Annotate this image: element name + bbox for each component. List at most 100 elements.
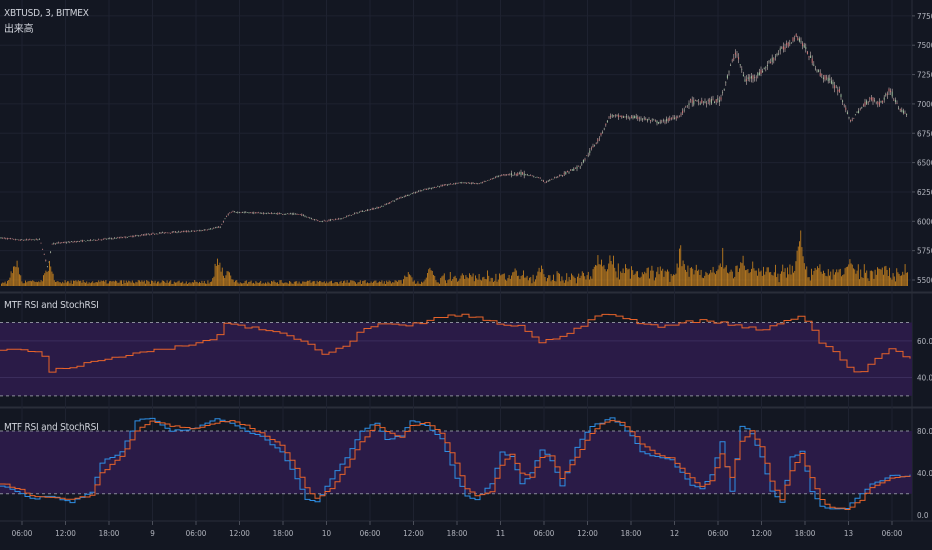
volume-bar	[70, 280, 72, 286]
volume-bar	[614, 267, 616, 286]
candle-body	[152, 233, 154, 234]
candle-body	[694, 99, 696, 101]
volume-bar	[640, 276, 642, 286]
volume-bar	[797, 246, 799, 286]
volume-bar	[183, 283, 185, 286]
price-axis[interactable]: 7750.0 7500.0 7250.0 7000.0 6750.0 6500.0 6250…	[912, 12, 932, 520]
volume-bar	[43, 275, 44, 286]
volume-bar	[517, 275, 518, 286]
candle-body	[642, 119, 644, 120]
candle-body	[443, 184, 445, 186]
rsi-pane-title[interactable]: MTF RSI and StochRSI	[4, 300, 99, 311]
volume-bar	[181, 282, 182, 286]
candle-body	[648, 119, 650, 120]
candle-body	[382, 206, 384, 207]
candle-body	[171, 231, 173, 233]
volume-bar	[505, 279, 506, 286]
candle-body	[491, 178, 493, 180]
candle-body	[451, 184, 453, 185]
volume-bar	[772, 275, 774, 286]
candle-body	[898, 107, 900, 109]
volume-bar	[343, 281, 344, 286]
volume-bar	[17, 267, 19, 286]
candle-body	[557, 176, 559, 178]
volume-bar	[303, 281, 305, 286]
volume-bar	[374, 280, 376, 286]
volume-bar	[419, 283, 421, 286]
candle-body	[594, 145, 596, 146]
price-pane[interactable]	[0, 33, 908, 268]
stoch-pane[interactable]	[0, 417, 912, 510]
candle-body	[190, 230, 192, 232]
volume-bar	[123, 280, 125, 286]
candle-body	[606, 120, 608, 123]
volume-bar	[142, 281, 144, 286]
candle-body	[138, 235, 140, 237]
candle-body	[154, 234, 156, 235]
volume-bar	[685, 269, 686, 286]
volume-bar	[649, 278, 650, 286]
candle-body	[358, 212, 360, 213]
time-tick-label: 11	[496, 529, 505, 538]
candle-body	[490, 178, 492, 180]
volume-bar	[577, 276, 578, 286]
volume-bar	[689, 268, 691, 286]
volume-bar	[859, 279, 860, 286]
volume-bar	[483, 276, 485, 286]
volume-bar	[223, 275, 224, 286]
volume-bar	[79, 281, 80, 286]
candle-body	[480, 182, 482, 184]
volume-bar	[171, 283, 173, 286]
symbol-title[interactable]: XBTUSD, 3, BITMEX	[4, 8, 89, 19]
candle-body	[310, 218, 312, 219]
candle-body	[381, 206, 383, 207]
volume-bar	[575, 283, 577, 286]
candle-body	[318, 221, 320, 222]
volume-bar	[380, 281, 382, 286]
candle-body	[626, 116, 628, 118]
stoch-pane-title[interactable]: MTF RSI and StochRSI	[4, 422, 99, 433]
candle-body	[317, 220, 319, 221]
volume-bar	[21, 281, 23, 286]
rsi-pane[interactable]	[0, 313, 912, 397]
volume-bar	[92, 281, 94, 286]
candle-body	[355, 212, 357, 214]
volume-bar	[872, 271, 874, 286]
candle-body	[197, 230, 199, 232]
candle-body	[349, 215, 351, 216]
candle-body	[854, 114, 856, 116]
candle-body	[429, 188, 431, 189]
volume-bar	[650, 270, 652, 286]
volume-bar	[850, 263, 852, 286]
volume-bar	[554, 280, 556, 286]
volume-bar	[311, 281, 313, 286]
volume-bar	[254, 283, 256, 286]
candle-body	[400, 197, 402, 198]
volume-bar	[907, 272, 908, 286]
candle-body	[6, 238, 8, 240]
volume-bar	[241, 283, 242, 286]
candle-body	[139, 235, 141, 237]
candle-body	[806, 51, 808, 54]
candle-body	[731, 60, 733, 62]
candle-body	[339, 218, 341, 220]
candle-body	[130, 235, 132, 237]
candle-body	[184, 231, 186, 232]
candle-body	[760, 70, 762, 74]
candle-body	[240, 212, 242, 214]
volume-bar	[447, 280, 449, 286]
candle-body	[370, 209, 372, 210]
volume-bar	[740, 262, 742, 286]
candle-body	[232, 211, 234, 213]
volume-bar	[881, 267, 883, 286]
volume-bar	[185, 281, 187, 286]
time-axis[interactable]: 06:00 12:00 18:00 9 06:00 12:00 18:00 10 06:00 12…	[12, 521, 903, 538]
candle-body	[893, 99, 895, 101]
candle-body	[675, 117, 677, 119]
candle-body	[579, 166, 581, 168]
candle-body	[530, 175, 532, 176]
volume-pane	[1, 230, 908, 286]
volume-bar	[100, 280, 102, 286]
volume-bar	[197, 283, 199, 286]
